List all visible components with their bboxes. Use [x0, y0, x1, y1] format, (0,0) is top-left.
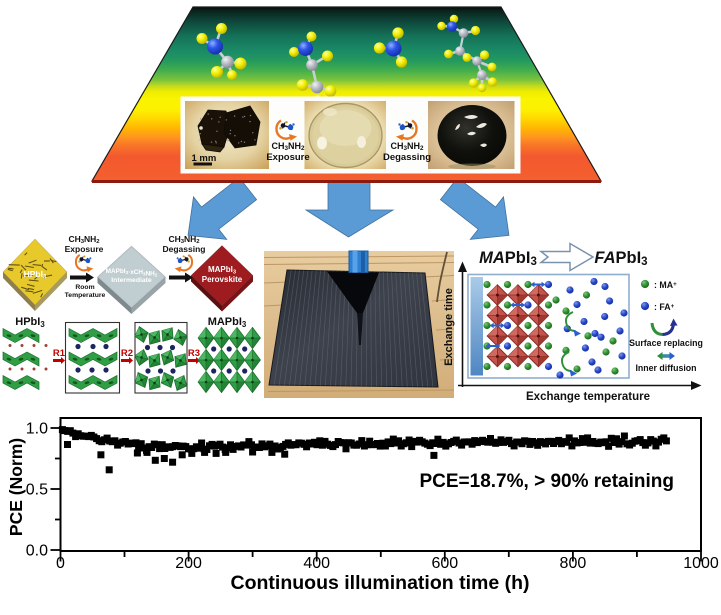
svg-text:Inner diffusion: Inner diffusion [635, 363, 696, 373]
svg-text:FAPbI3: FAPbI3 [594, 249, 647, 268]
svg-text:Surface replacing: Surface replacing [629, 338, 703, 348]
svg-text:PCE=18.7%, > 90% retaining: PCE=18.7%, > 90% retaining [419, 471, 674, 492]
svg-text:Intermediate: Intermediate [111, 277, 152, 284]
svg-text:400: 400 [303, 555, 330, 572]
svg-text:Perovskite: Perovskite [202, 275, 243, 284]
svg-text:1.0: 1.0 [26, 421, 48, 438]
svg-text:Exposure: Exposure [266, 152, 309, 163]
svg-text:600: 600 [431, 555, 458, 572]
svg-text:1000: 1000 [683, 555, 719, 572]
svg-text:0.0: 0.0 [26, 543, 48, 560]
svg-text:R1: R1 [53, 348, 66, 359]
svg-text:Degassing: Degassing [383, 152, 431, 163]
svg-text:200: 200 [175, 555, 202, 572]
svg-text:1 mm: 1 mm [192, 153, 217, 164]
svg-text:Exposure: Exposure [65, 244, 104, 254]
svg-text:Degassing: Degassing [163, 244, 206, 254]
svg-text:0.5: 0.5 [26, 482, 48, 499]
svg-text:Room: Room [75, 284, 94, 291]
svg-text:Temperature: Temperature [65, 292, 106, 299]
svg-text:MAPbI3: MAPbI3 [208, 265, 237, 275]
svg-text:CH3NH2: CH3NH2 [390, 141, 424, 152]
svg-text:PCE (Norm): PCE (Norm) [6, 438, 26, 536]
svg-text:CH3NH2: CH3NH2 [271, 141, 305, 152]
svg-text:MAPbI3: MAPbI3 [479, 249, 537, 268]
svg-text:Exchange temperature: Exchange temperature [526, 391, 650, 403]
svg-text:R3: R3 [188, 348, 200, 359]
svg-text:Continuous illumination time (: Continuous illumination time (h) [231, 572, 530, 594]
svg-text:MAPbI3: MAPbI3 [208, 316, 247, 329]
svg-text:800: 800 [560, 555, 587, 572]
svg-text:Exchange time: Exchange time [443, 288, 455, 366]
svg-text:R2: R2 [121, 348, 133, 359]
svg-text:0: 0 [56, 555, 65, 572]
